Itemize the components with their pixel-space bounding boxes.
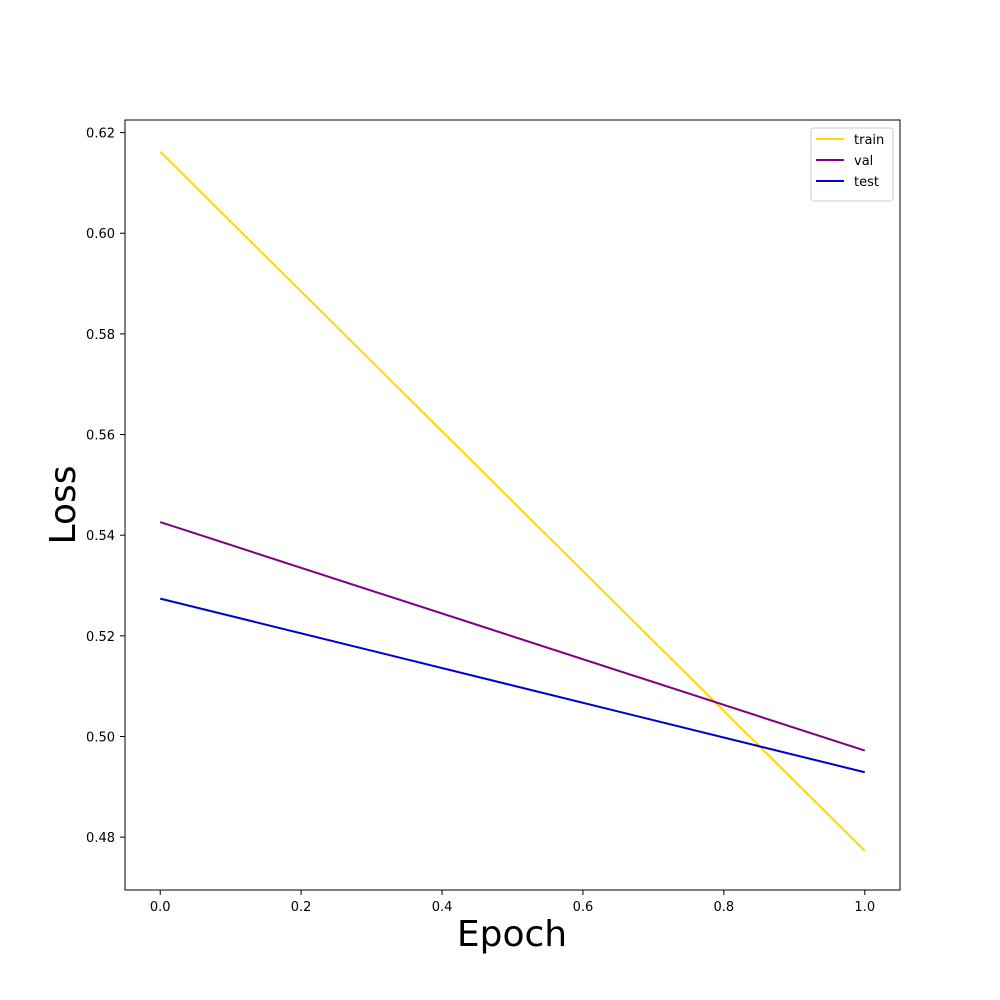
x-axis-title: Epoch (457, 914, 567, 955)
y-tick-label: 0.56 (86, 429, 115, 444)
y-tick-label: 0.62 (86, 127, 115, 142)
y-tick-label: 0.52 (86, 630, 115, 645)
series-line-val (159, 521, 866, 752)
x-tick-label: 0.8 (714, 900, 735, 915)
legend-frame (810, 127, 894, 202)
y-axis-title: Loss (43, 466, 84, 545)
y-tick-label: 0.54 (86, 529, 115, 544)
x-tick-label: 0.0 (150, 900, 171, 915)
x-tick-label: 1.0 (854, 900, 875, 915)
series-line-test (159, 597, 866, 774)
series-layer (159, 151, 866, 852)
y-tick-label: 0.50 (86, 731, 115, 746)
x-axis-ticks: 0.0 0.2 0.4 0.6 0.8 1.0 (150, 890, 875, 915)
legend: train val test (810, 127, 894, 202)
x-tick-label: 0.6 (573, 900, 594, 915)
x-tick-label: 0.4 (432, 900, 453, 915)
y-tick-label: 0.60 (86, 227, 115, 242)
plot-frame (124, 119, 901, 891)
x-tick-label: 0.2 (291, 900, 312, 915)
y-tick-label: 0.58 (86, 328, 115, 343)
legend-label-train: train (854, 133, 884, 148)
series-line-train (159, 151, 866, 852)
y-tick-label: 0.48 (86, 831, 115, 846)
y-axis-ticks: 0.48 0.50 0.52 0.54 0.56 0.58 0.60 0.62 (86, 127, 125, 846)
legend-label-val: val (854, 154, 873, 169)
legend-label-test: test (854, 175, 879, 190)
